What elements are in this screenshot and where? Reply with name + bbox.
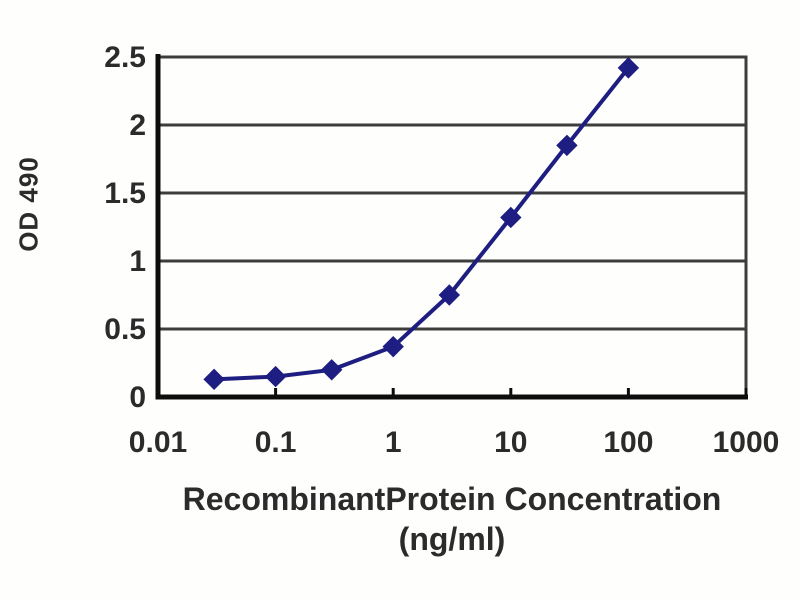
x-axis-title-units: (ng/ml) (398, 521, 506, 557)
x-tick-label-1: 1 (385, 426, 402, 459)
x-tick-label-10: 10 (494, 426, 527, 459)
data-point-10 (500, 206, 522, 229)
data-point-3 (438, 284, 461, 306)
series-line (214, 66, 630, 382)
data-point-0.3 (321, 359, 343, 381)
data-point-1 (382, 335, 404, 358)
data-point-100 (617, 57, 640, 79)
y-tick-label-0: 0 (129, 381, 146, 414)
x-axis-title: RecombinantProtein Concentration (182, 481, 722, 517)
y-tick-label-2: 2 (129, 109, 146, 142)
data-point-0.1 (264, 365, 287, 388)
y-tick-label-1: 1 (129, 245, 146, 278)
x-tick-label-1000: 1000 (713, 426, 780, 459)
x-tick-label-0.01: 0.01 (129, 426, 187, 459)
y-tick-label-0.5: 0.5 (104, 313, 146, 346)
data-point-30 (556, 134, 578, 157)
y-tick-label-1.5: 1.5 (104, 177, 146, 210)
y-tick-label-2.5: 2.5 (104, 41, 146, 74)
y-axis-title: OD 490 (13, 156, 44, 252)
data-point-0.03 (203, 368, 225, 391)
x-tick-label-100: 100 (603, 426, 653, 459)
x-tick-label-0.1: 0.1 (255, 426, 297, 459)
